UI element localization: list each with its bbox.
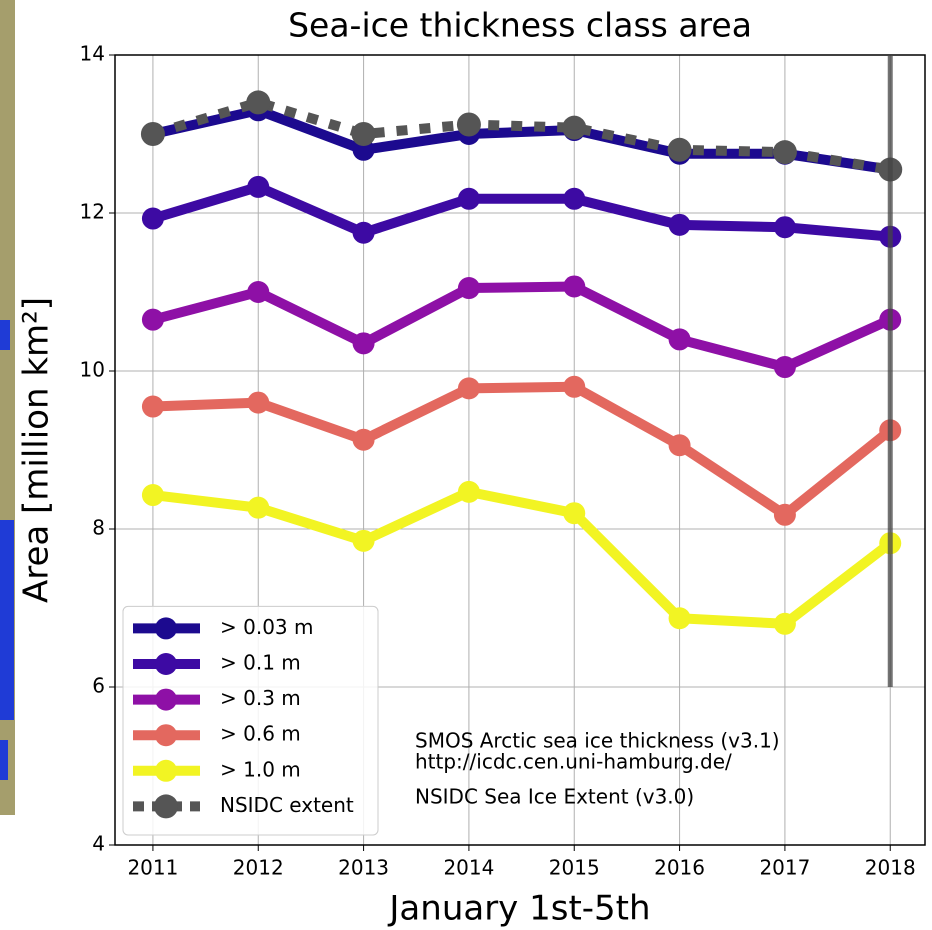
legend-label: > 0.1 m xyxy=(220,651,301,675)
series-marker xyxy=(669,607,691,629)
legend-marker xyxy=(155,760,177,782)
legend-marker xyxy=(155,724,177,746)
y-tick-label: 8 xyxy=(92,516,105,540)
series-marker xyxy=(246,90,270,114)
series-marker xyxy=(352,122,376,146)
x-tick-label: 2017 xyxy=(759,856,810,880)
x-tick-label: 2012 xyxy=(233,856,284,880)
y-axis-label: Area [million km²] xyxy=(17,297,57,603)
series-marker xyxy=(457,113,481,137)
y-tick-label: 14 xyxy=(80,42,105,66)
series-marker xyxy=(563,376,585,398)
map-strip xyxy=(0,0,15,815)
series-marker xyxy=(458,377,480,399)
legend-marker xyxy=(155,689,177,711)
legend-label: > 0.3 m xyxy=(220,686,301,710)
legend-marker xyxy=(155,653,177,675)
chart-title: Sea-ice thickness class area xyxy=(288,6,752,45)
series-marker xyxy=(142,208,164,230)
x-tick-label: 2015 xyxy=(549,856,600,880)
series-marker xyxy=(669,434,691,456)
series-marker xyxy=(562,116,586,140)
legend-label: > 0.03 m xyxy=(220,615,314,639)
legend-marker xyxy=(155,617,177,639)
x-tick-label: 2018 xyxy=(865,856,916,880)
series-marker xyxy=(353,530,375,552)
series-marker xyxy=(142,309,164,331)
series-marker xyxy=(247,497,269,519)
series-marker xyxy=(563,188,585,210)
legend-marker xyxy=(154,794,178,818)
x-axis-label: January 1st-5th xyxy=(387,889,650,929)
series-marker xyxy=(458,277,480,299)
series-marker xyxy=(247,176,269,198)
y-tick-label: 4 xyxy=(92,832,105,856)
x-tick-label: 2016 xyxy=(654,856,705,880)
series-marker xyxy=(458,188,480,210)
series-marker xyxy=(247,281,269,303)
x-tick-label: 2014 xyxy=(443,856,494,880)
series-marker xyxy=(353,222,375,244)
series-marker xyxy=(353,332,375,354)
annotation: http://icdc.cen.uni-hamburg.de/ xyxy=(415,750,732,774)
series-marker xyxy=(668,138,692,162)
series-marker xyxy=(142,396,164,418)
y-tick-label: 6 xyxy=(92,674,105,698)
series-marker xyxy=(774,356,796,378)
series-marker xyxy=(353,429,375,451)
series-marker xyxy=(669,328,691,350)
series-marker xyxy=(774,504,796,526)
annotation: NSIDC Sea Ice Extent (v3.0) xyxy=(415,785,694,809)
x-tick-label: 2013 xyxy=(338,856,389,880)
x-tick-label: 2011 xyxy=(127,856,178,880)
legend: > 0.03 m > 0.1 m > 0.3 m > 0.6 m > 1.0 m NSID… xyxy=(123,606,378,835)
series-marker xyxy=(773,140,797,164)
y-tick-label: 10 xyxy=(80,358,105,382)
series-marker xyxy=(774,216,796,238)
legend-label: > 0.6 m xyxy=(220,722,301,746)
chart: Sea-ice thickness class area January 1st… xyxy=(0,0,932,930)
page: Sea-ice thickness class area January 1st… xyxy=(0,0,932,930)
series-marker xyxy=(563,275,585,297)
series-marker xyxy=(774,613,796,635)
legend-label: NSIDC extent xyxy=(220,793,354,817)
series-marker xyxy=(142,484,164,506)
series-marker xyxy=(563,502,585,524)
series-marker xyxy=(669,214,691,236)
series-marker xyxy=(458,481,480,503)
y-tick-label: 12 xyxy=(80,200,105,224)
legend-label: > 1.0 m xyxy=(220,757,301,781)
series-marker xyxy=(141,122,165,146)
series-marker xyxy=(247,392,269,414)
